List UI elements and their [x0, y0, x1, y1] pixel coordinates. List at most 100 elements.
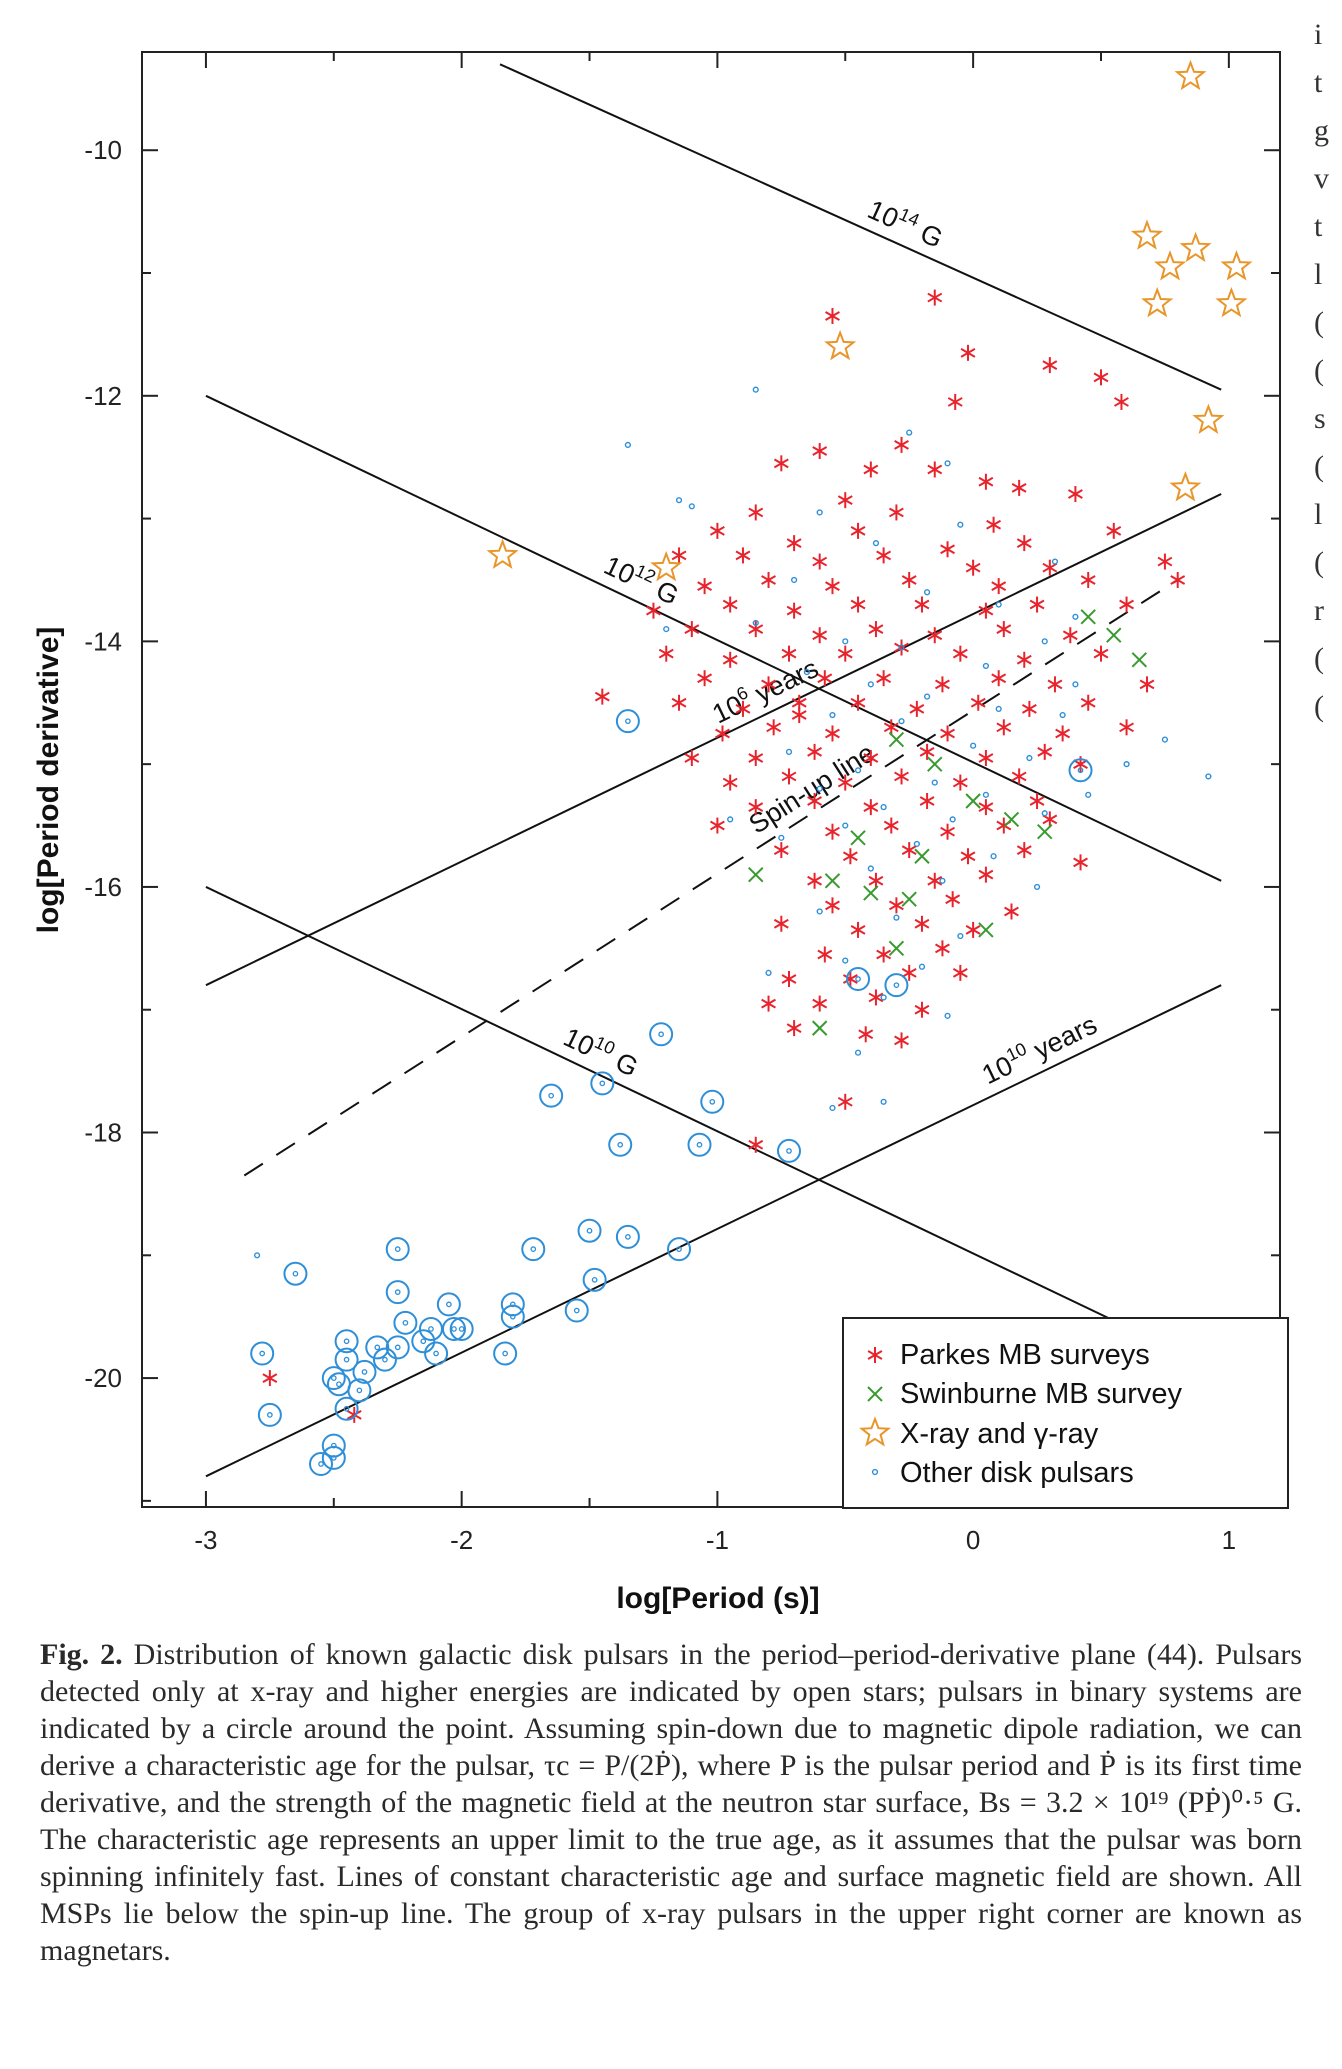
binary-circle	[321, 1433, 346, 1458]
parkes-point	[935, 940, 950, 957]
other-pulsar-point	[829, 711, 836, 719]
binary-center-dot	[591, 1276, 598, 1283]
parkes-point	[781, 645, 797, 662]
other-pulsar-point	[727, 816, 734, 823]
parkes-point	[1042, 357, 1058, 374]
binary-circle	[309, 1452, 334, 1477]
other-pulsar-point	[688, 503, 695, 510]
parkes-point	[927, 627, 943, 644]
parkes-point	[1157, 553, 1173, 570]
parkes-point	[842, 971, 858, 988]
parkes-point	[883, 817, 899, 834]
parkes-point	[927, 872, 943, 889]
parkes-point	[901, 964, 917, 981]
parkes-point	[735, 547, 751, 564]
other-pulsar-point	[913, 840, 920, 848]
other-pulsar-point	[957, 932, 964, 940]
binary-circle	[500, 1304, 525, 1329]
parkes-point	[748, 750, 764, 767]
parkes-point	[927, 461, 943, 478]
parkes-point	[927, 289, 943, 306]
binary-center-dot	[451, 1326, 457, 1332]
other-pulsar-point	[982, 662, 990, 670]
parkes-point	[996, 621, 1012, 638]
parkes-point	[812, 995, 828, 1012]
legend-entry-other: Other disk pulsars	[900, 1457, 1134, 1489]
other-pulsar-point	[1085, 791, 1092, 798]
swinburne-point	[965, 793, 981, 809]
binary-circle	[385, 1280, 410, 1305]
binary-center-dot	[356, 1387, 363, 1394]
parkes-point	[1073, 854, 1088, 871]
parkes-point	[781, 768, 797, 785]
xray-point	[1141, 286, 1174, 318]
other-pulsar-point	[842, 822, 849, 829]
swinburne-point	[824, 873, 841, 889]
parkes-point	[978, 799, 994, 816]
parkes-point	[888, 504, 904, 521]
parkes-point	[940, 725, 955, 742]
parkes-point	[868, 989, 884, 1006]
parkes-point	[1093, 645, 1109, 662]
xray-point	[1169, 471, 1202, 502]
parkes-point	[773, 842, 789, 859]
binary-circle	[500, 1292, 525, 1317]
binary-center-dot	[709, 1098, 716, 1105]
parkes-point	[850, 921, 866, 938]
other-pulsar-point	[995, 705, 1002, 712]
binary-center-dot	[394, 1344, 401, 1351]
data-points	[250, 59, 1253, 1477]
parkes-point	[825, 897, 840, 914]
xray-point	[1130, 219, 1164, 250]
parkes-point	[996, 719, 1012, 736]
other-pulsar-point	[1026, 754, 1033, 762]
parkes-point	[850, 694, 866, 711]
other-pulsar-point	[803, 668, 810, 676]
swinburne-point	[811, 1020, 828, 1036]
binary-center-dot	[292, 1270, 299, 1277]
xray-point	[1220, 250, 1253, 281]
x-tick-label: -3	[194, 1525, 217, 1555]
parkes-point	[1029, 792, 1045, 809]
parkes-point	[863, 799, 879, 816]
parkes-point	[894, 639, 909, 656]
other-pulsar-point	[829, 1104, 836, 1112]
parkes-point	[658, 645, 674, 662]
parkes-point	[1080, 694, 1096, 711]
parkes-point	[978, 866, 994, 883]
binary-center-dot	[855, 976, 861, 982]
binary-circle	[700, 1089, 725, 1114]
legend-symbols	[858, 1347, 892, 1476]
parkes-point	[1170, 571, 1186, 588]
binary-circle	[250, 1341, 275, 1366]
other-pulsar-point	[854, 767, 862, 774]
legend-box	[842, 1317, 1289, 1509]
other-pulsar-point	[1041, 810, 1048, 817]
swinburne-point	[914, 848, 930, 864]
xray-point	[1179, 231, 1212, 263]
binary-center-dot	[530, 1246, 537, 1253]
field-line-label: 1012 G	[599, 547, 684, 611]
parkes-point	[965, 921, 981, 938]
parkes-point	[850, 596, 866, 613]
parkes-point	[1062, 627, 1078, 644]
parkes-point	[868, 872, 884, 889]
parkes-point	[888, 897, 904, 914]
binary-circle	[521, 1237, 546, 1262]
other-pulsar-point	[906, 429, 913, 436]
parkes-point	[894, 436, 909, 453]
y-tick-label: -12	[84, 381, 122, 411]
plot-frame	[141, 51, 1281, 1508]
parkes-point	[1016, 535, 1032, 552]
parkes-point	[781, 971, 797, 988]
binary-center-dot	[696, 1141, 703, 1148]
binary-circle	[615, 709, 640, 734]
parkes-point	[1119, 596, 1134, 613]
parkes-point	[709, 522, 725, 539]
binary-center-dot	[1077, 767, 1084, 774]
parkes-point	[960, 344, 976, 361]
parkes-point	[1011, 768, 1027, 785]
parkes-point	[914, 1001, 930, 1018]
binary-center-dot	[433, 1350, 439, 1357]
swinburne-point	[888, 940, 905, 957]
